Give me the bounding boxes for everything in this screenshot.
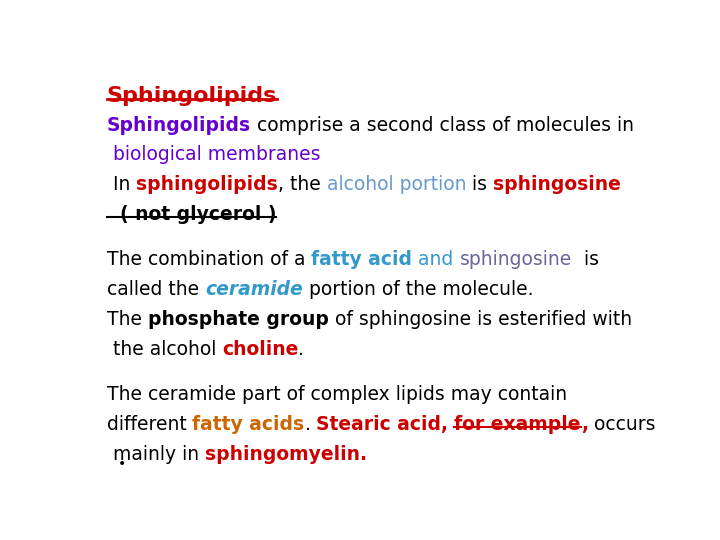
Text: for example: for example bbox=[454, 415, 581, 434]
Text: the alcohol: the alcohol bbox=[107, 340, 222, 359]
Text: The combination of a: The combination of a bbox=[107, 250, 311, 269]
Text: different: different bbox=[107, 415, 192, 434]
Text: of sphingosine is esterified with: of sphingosine is esterified with bbox=[328, 310, 631, 329]
Text: sphingolipids: sphingolipids bbox=[136, 176, 278, 194]
Text: alcohol portion: alcohol portion bbox=[327, 176, 466, 194]
Text: is: is bbox=[466, 176, 493, 194]
Text: portion of the molecule.: portion of the molecule. bbox=[302, 280, 533, 299]
Text: In: In bbox=[107, 176, 136, 194]
Text: ( not glycerol ): ( not glycerol ) bbox=[107, 205, 276, 224]
Text: Sphingolipids: Sphingolipids bbox=[107, 116, 251, 134]
Text: •: • bbox=[118, 457, 126, 471]
Text: sphingosine: sphingosine bbox=[459, 250, 572, 269]
Text: sphingomyelin.: sphingomyelin. bbox=[205, 445, 367, 464]
Text: fatty acid: fatty acid bbox=[311, 250, 413, 269]
Text: .: . bbox=[305, 415, 317, 434]
Text: The: The bbox=[107, 310, 148, 329]
Text: mainly in: mainly in bbox=[107, 445, 205, 464]
Text: is: is bbox=[572, 250, 599, 269]
Text: and: and bbox=[413, 250, 459, 269]
Text: ceramide: ceramide bbox=[205, 280, 302, 299]
Text: Stearic acid,: Stearic acid, bbox=[317, 415, 449, 434]
Text: comprise a second class of molecules in: comprise a second class of molecules in bbox=[251, 116, 634, 134]
Text: phosphate group: phosphate group bbox=[148, 310, 328, 329]
Text: fatty acids: fatty acids bbox=[192, 415, 305, 434]
Text: called the: called the bbox=[107, 280, 205, 299]
Text: Sphingolipids: Sphingolipids bbox=[107, 85, 277, 106]
Text: occurs: occurs bbox=[588, 415, 655, 434]
Text: , the: , the bbox=[278, 176, 327, 194]
Text: sphingosine: sphingosine bbox=[493, 176, 621, 194]
Text: ,: , bbox=[581, 415, 588, 434]
Text: The ceramide part of complex lipids may contain: The ceramide part of complex lipids may … bbox=[107, 385, 567, 404]
Text: .: . bbox=[299, 340, 305, 359]
Text: choline: choline bbox=[222, 340, 299, 359]
Text: biological membranes: biological membranes bbox=[107, 145, 320, 165]
